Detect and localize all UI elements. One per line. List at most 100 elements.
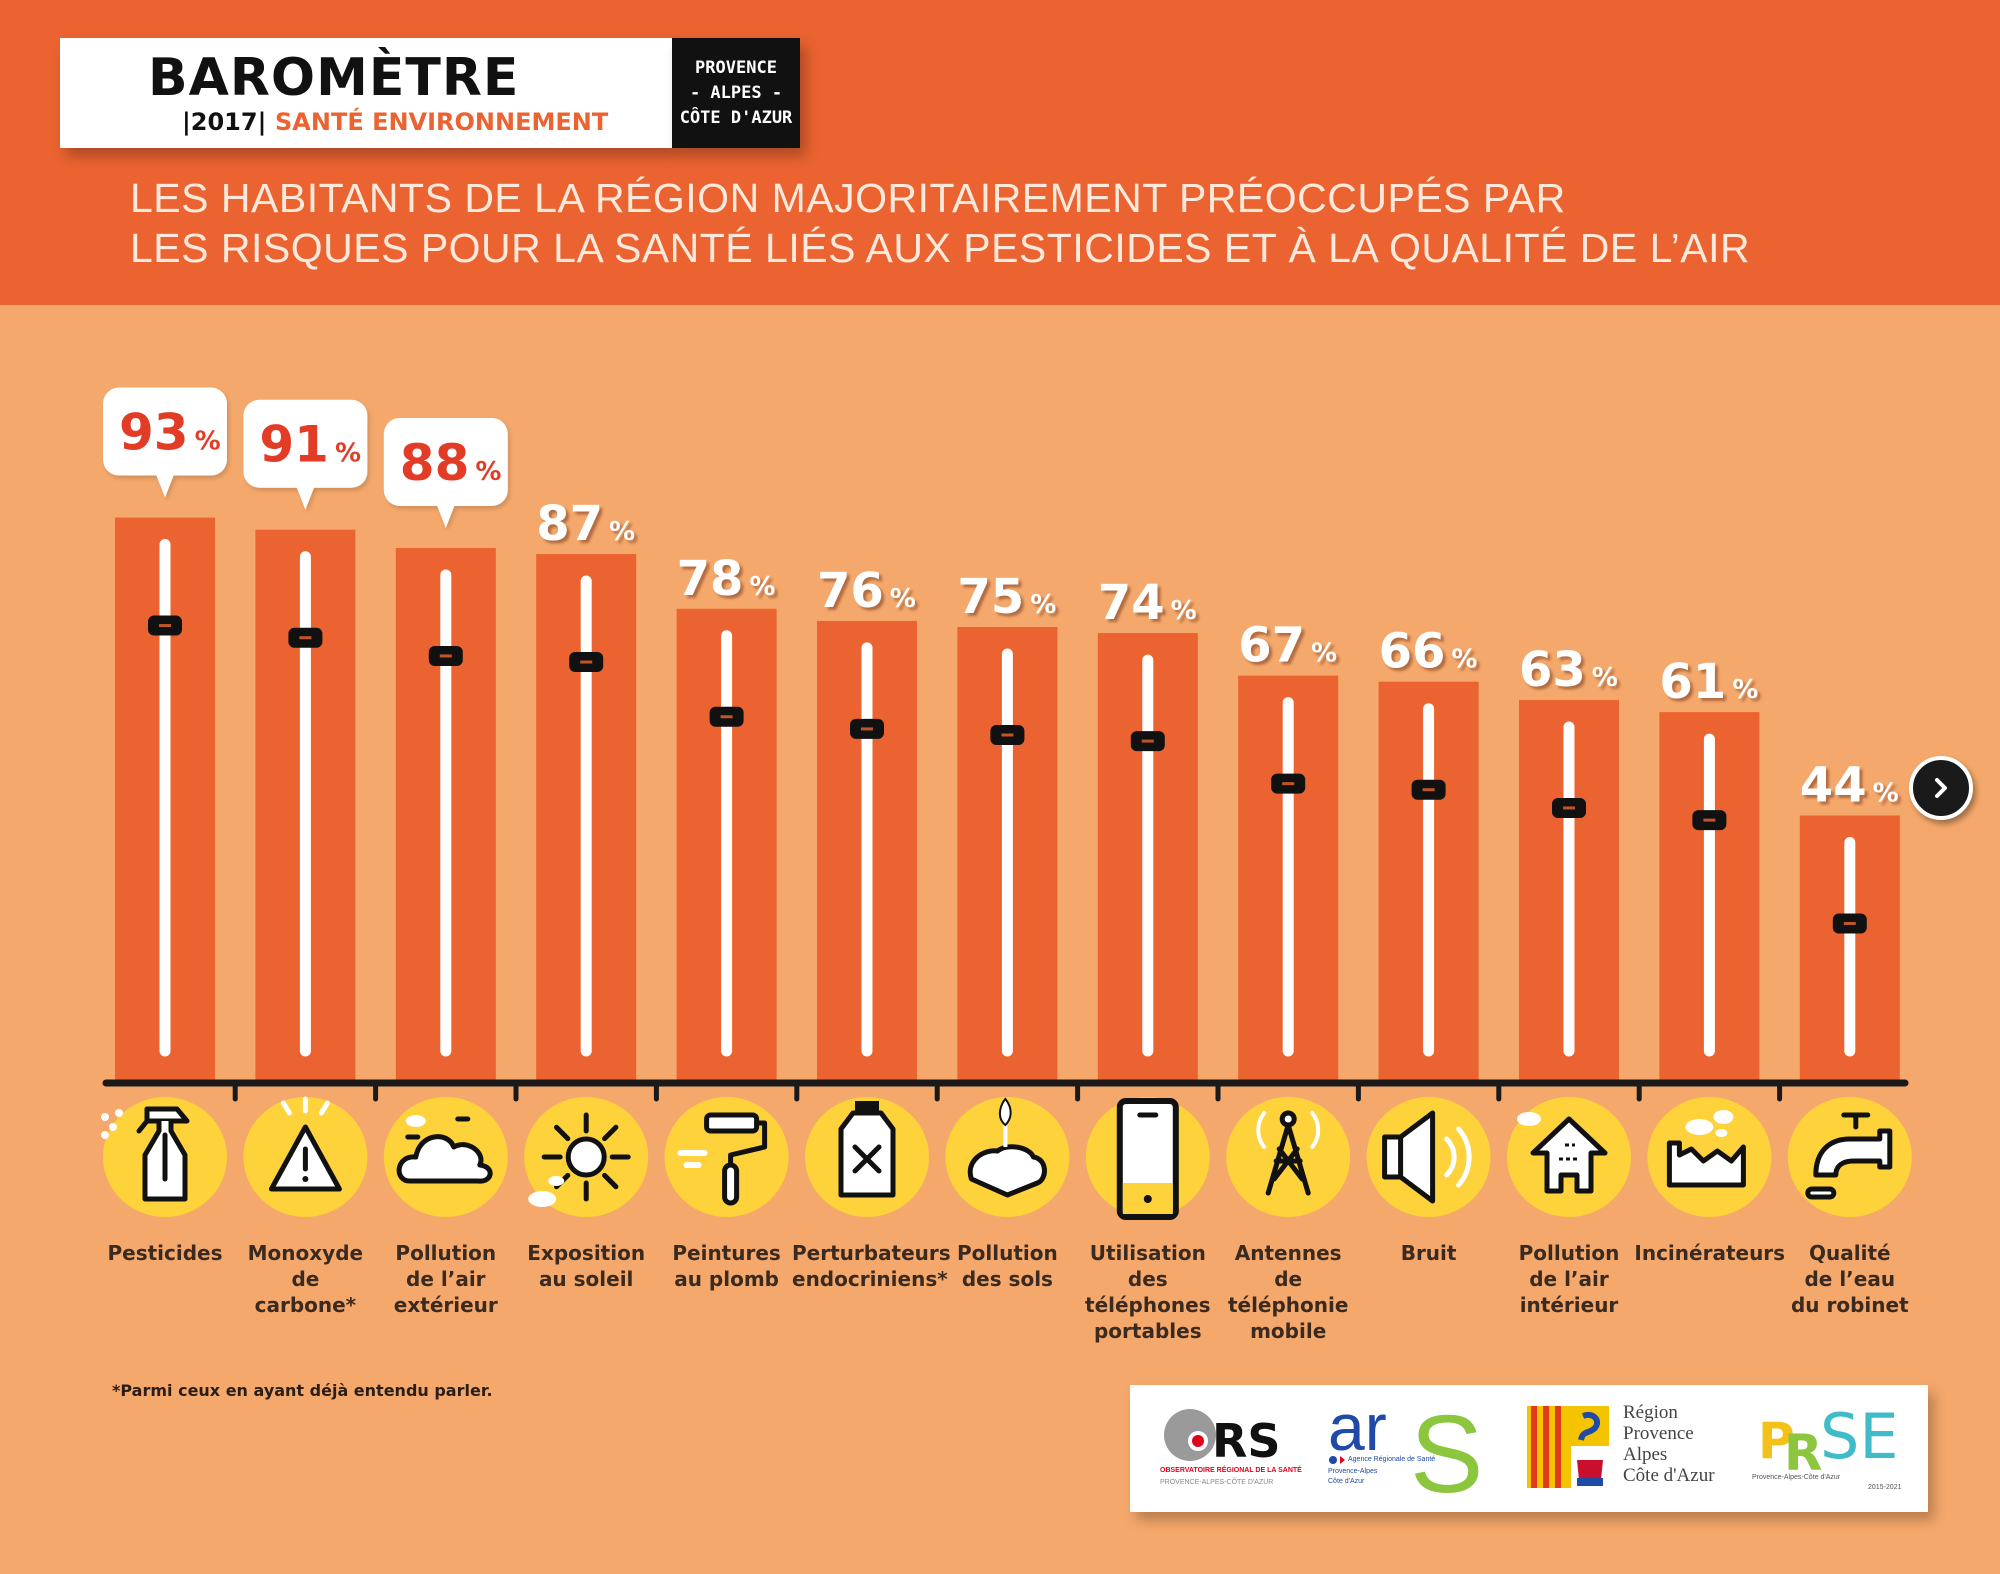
region-name-line: Côte d'Azur xyxy=(1623,1465,1715,1486)
slider-knob-mark xyxy=(439,654,452,658)
category-label-line: Pollution xyxy=(395,1241,497,1265)
region-line: CÔTE D'AZUR xyxy=(679,107,793,128)
value-label: 88% xyxy=(400,434,502,492)
speaker-icon xyxy=(1366,1097,1491,1217)
region-name-line: Provence xyxy=(1623,1423,1694,1444)
spray-bottle-icon xyxy=(101,1097,227,1217)
category-label-line: au soleil xyxy=(538,1267,634,1291)
value-bubble-box xyxy=(103,387,227,476)
prse-letter-r: R xyxy=(1784,1424,1823,1480)
svg-text:ar: ar xyxy=(1328,1400,1387,1464)
logo-title: BAROMÈTRE xyxy=(148,48,520,108)
category-label: Pesticides xyxy=(90,1240,240,1266)
category-label-line: téléphonie xyxy=(1227,1293,1349,1317)
value-label: 66% xyxy=(1379,624,1478,680)
antenna-tower-icon xyxy=(1226,1097,1351,1217)
category-label: Monoxyde de carbone* xyxy=(230,1240,380,1318)
logo-year: |2017| xyxy=(182,108,267,136)
value-label: 78% xyxy=(677,551,776,607)
value-bubble xyxy=(243,399,368,510)
prse-logo: P R SE Provence-Alpes-Côte d'Azur 2015-2… xyxy=(1750,1400,1920,1500)
paint-roller-icon xyxy=(664,1097,789,1217)
value-label: 63% xyxy=(1519,642,1618,698)
water-tap-icon xyxy=(1787,1097,1912,1217)
category-label-line: extérieur xyxy=(393,1293,498,1317)
category-label-line: Perturbateurs xyxy=(792,1241,951,1265)
category-label-line: Qualité xyxy=(1809,1241,1891,1265)
category-label-line: de l’air xyxy=(406,1267,486,1291)
logo-subtitle: SANTÉ ENVIRONNEMENT xyxy=(275,108,609,136)
svg-text:S: S xyxy=(1410,1400,1483,1500)
slider-knob-mark xyxy=(580,660,593,664)
slider-knob-mark xyxy=(1282,782,1295,786)
value-bubble-box xyxy=(383,417,508,506)
category-label-line: Peintures xyxy=(672,1241,781,1265)
region-line: - ALPES - xyxy=(689,82,783,103)
footnote: *Parmi ceux en ayant déjà entendu parler… xyxy=(112,1381,493,1400)
category-label-line: Exposition xyxy=(527,1241,646,1265)
ars-line1: Agence Régionale de Santé xyxy=(1348,1456,1436,1463)
value-bubble xyxy=(103,387,227,498)
ors-logo: RS OBSERVATOIRE RÉGIONAL DE LA SANTÉ PRO… xyxy=(1160,1405,1310,1495)
ars-line2: Provence-Alpes xyxy=(1328,1468,1378,1475)
category-label-line: de xyxy=(1274,1267,1303,1291)
value-label: 76% xyxy=(817,563,916,619)
slider-knob-mark xyxy=(159,624,171,628)
value-label: 61% xyxy=(1659,654,1758,710)
category-label-line: de xyxy=(291,1267,320,1291)
slider-knob-mark xyxy=(1141,739,1154,743)
mobile-phone-icon xyxy=(1085,1097,1210,1220)
chevron-right-icon xyxy=(1935,778,1947,798)
category-label-line: de l’air xyxy=(1529,1267,1609,1291)
category-label: Qualité de l’eau du robinet xyxy=(1775,1240,1925,1318)
ors-line1: OBSERVATOIRE RÉGIONAL DE LA SANTÉ xyxy=(1160,1467,1302,1474)
chemical-bottle-icon xyxy=(805,1097,929,1217)
prse-letter-p: P xyxy=(1758,1412,1795,1470)
title-line-2: LES RISQUES POUR LA SANTÉ LIÉS AUX PESTI… xyxy=(130,225,1751,271)
value-label: 67% xyxy=(1238,618,1337,674)
category-label-line: Monoxyde xyxy=(247,1241,364,1265)
category-label: Pollution des sols xyxy=(932,1240,1082,1292)
ars-line3: Côte d'Azur xyxy=(1328,1478,1365,1485)
page-title: LES HABITANTS DE LA RÉGION MAJORITAIREME… xyxy=(130,173,1750,273)
region-badge: PROVENCE - ALPES - CÔTE D'AZUR xyxy=(672,38,800,148)
category-label-line: endocriniens* xyxy=(792,1267,948,1291)
category-label: Antennes de téléphonie mobile xyxy=(1213,1240,1363,1344)
category-label: Peintures au plomb xyxy=(652,1240,802,1292)
partner-logos: R S OBSERVATOIRE RÉGIONAL DE LA SANTÉ PRO… xyxy=(1130,1385,1928,1516)
value-label: 91% xyxy=(259,416,361,474)
category-label-line: du robinet xyxy=(1790,1293,1909,1317)
value-bubble-pointer xyxy=(436,504,455,528)
slider-knob-mark xyxy=(1563,806,1575,810)
category-label-line: Utilisation xyxy=(1089,1241,1206,1265)
category-label-line: intérieur xyxy=(1519,1293,1619,1317)
value-bubble-pointer xyxy=(296,486,315,510)
slider-knob-mark xyxy=(1001,733,1014,737)
coat-of-arms-icon xyxy=(1525,1400,1609,1492)
category-label: Perturbateurs endocriniens* xyxy=(792,1240,951,1292)
category-label-line: Incinérateurs xyxy=(1634,1241,1786,1265)
slider-knob-mark xyxy=(299,636,312,640)
category-label-line: téléphones xyxy=(1085,1293,1211,1317)
value-bubble xyxy=(383,417,508,528)
category-label-line: Pesticides xyxy=(107,1241,223,1265)
title-line-1: LES HABITANTS DE LA RÉGION MAJORITAIREME… xyxy=(130,175,1566,221)
house-icon xyxy=(1507,1097,1631,1217)
value-label: 44% xyxy=(1800,757,1899,813)
next-button[interactable] xyxy=(1909,756,1973,820)
category-label: Pollution de l’air extérieur xyxy=(371,1240,521,1318)
warning-triangle-icon xyxy=(243,1096,368,1217)
category-label: Exposition au soleil xyxy=(511,1240,661,1292)
category-label-line: de l’eau xyxy=(1804,1267,1896,1291)
sun-icon xyxy=(524,1097,649,1217)
value-label: 93% xyxy=(119,404,221,462)
value-label: 87% xyxy=(536,496,635,552)
value-label: 75% xyxy=(957,569,1056,625)
category-label: Incinérateurs xyxy=(1634,1240,1786,1266)
slider-knob-mark xyxy=(1843,921,1856,925)
prse-line1: Provence-Alpes-Côte d'Azur xyxy=(1752,1474,1841,1481)
cloud-icon xyxy=(383,1097,508,1217)
ors-line2: PROVENCE-ALPES-CÔTE D'AZUR xyxy=(1160,1479,1274,1486)
category-label-line: portables xyxy=(1093,1319,1202,1343)
region-name-line: Alpes xyxy=(1623,1444,1668,1465)
